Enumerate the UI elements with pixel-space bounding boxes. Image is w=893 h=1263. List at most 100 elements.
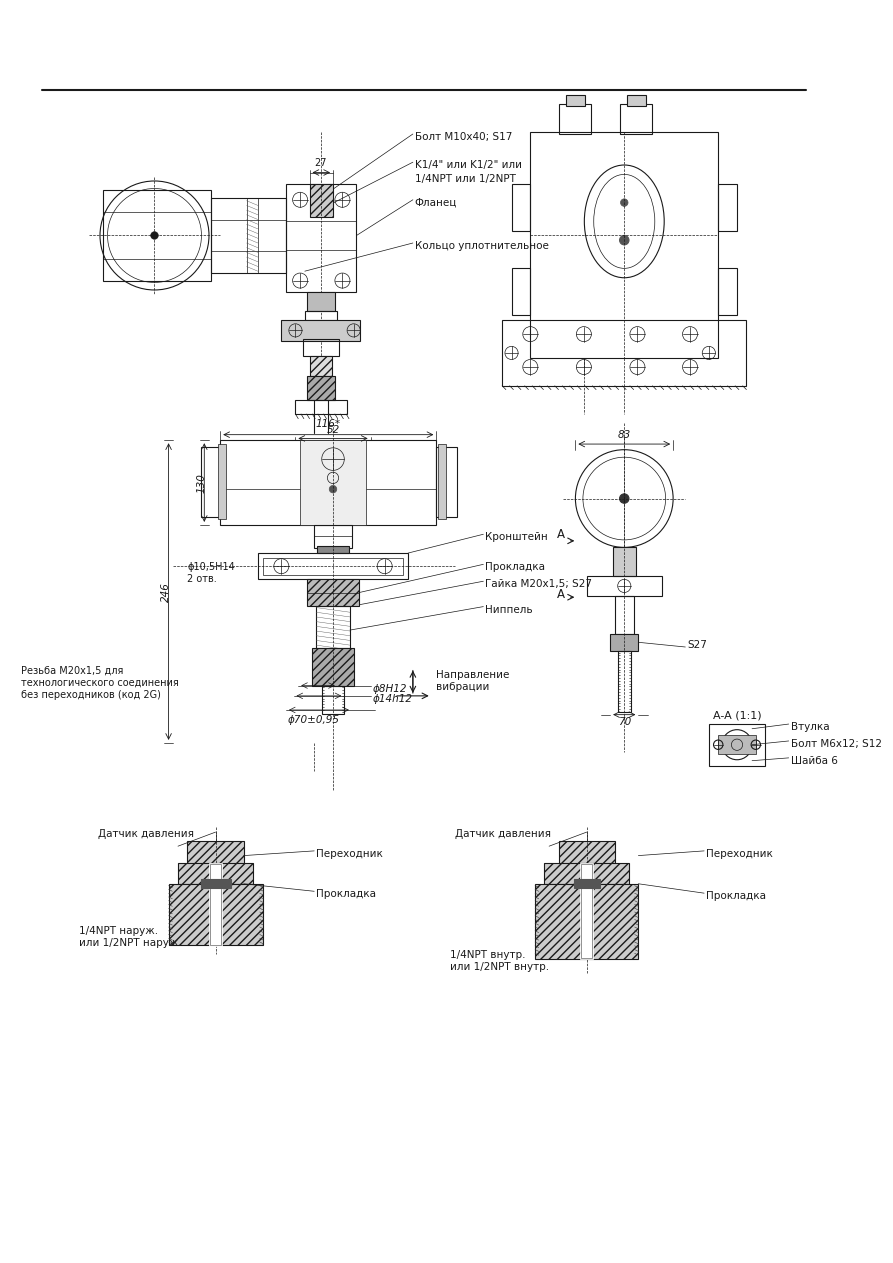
Bar bbox=[314, 525, 352, 548]
Text: 1/4NPT внутр.: 1/4NPT внутр. bbox=[450, 950, 526, 960]
Bar bbox=[317, 546, 349, 553]
Text: Болт М6х12; S12: Болт М6х12; S12 bbox=[790, 739, 881, 749]
Bar bbox=[310, 356, 332, 376]
Text: Прокладка: Прокладка bbox=[316, 889, 376, 899]
Bar bbox=[210, 864, 221, 945]
Bar bbox=[219, 445, 226, 519]
Bar bbox=[620, 104, 653, 134]
Bar bbox=[303, 338, 338, 356]
Text: или 1/2NPT наруж.: или 1/2NPT наруж. bbox=[79, 938, 182, 949]
Text: Шайба 6: Шайба 6 bbox=[790, 757, 838, 765]
Text: 70: 70 bbox=[618, 716, 630, 726]
Text: вибрации: вибрации bbox=[437, 682, 489, 692]
Bar bbox=[512, 184, 530, 231]
Bar bbox=[316, 606, 350, 648]
Bar bbox=[438, 445, 446, 519]
Text: K1/4" или K1/2" или: K1/4" или K1/2" или bbox=[414, 160, 522, 171]
Bar bbox=[535, 884, 638, 959]
Bar bbox=[530, 133, 718, 357]
Bar bbox=[169, 884, 263, 945]
Circle shape bbox=[330, 485, 337, 493]
Text: 27: 27 bbox=[314, 158, 327, 168]
Bar bbox=[286, 184, 356, 292]
Bar bbox=[613, 547, 636, 576]
Bar bbox=[502, 320, 747, 385]
Bar bbox=[580, 863, 593, 959]
Bar bbox=[310, 184, 333, 217]
Bar bbox=[188, 841, 244, 865]
Bar bbox=[300, 441, 366, 525]
Text: ϕ10,5H14: ϕ10,5H14 bbox=[188, 562, 235, 572]
Bar bbox=[178, 863, 253, 884]
Text: 1/4NPT или 1/2NPT: 1/4NPT или 1/2NPT bbox=[414, 174, 515, 184]
Text: Кольцо уплотнительное: Кольцо уплотнительное bbox=[414, 241, 548, 251]
Circle shape bbox=[620, 235, 629, 245]
Text: Прокладка: Прокладка bbox=[485, 562, 546, 572]
Bar bbox=[437, 447, 457, 518]
Text: Прокладка: Прокладка bbox=[706, 892, 766, 902]
Text: технологического соединения: технологического соединения bbox=[21, 678, 179, 688]
Text: 1/4NPT наруж.: 1/4NPT наруж. bbox=[79, 926, 158, 936]
Text: 246: 246 bbox=[161, 582, 171, 601]
Text: Резьба М20х1,5 для: Резьба М20х1,5 для bbox=[21, 666, 123, 676]
Text: Кронштейн: Кронштейн bbox=[485, 533, 548, 542]
Bar bbox=[305, 311, 337, 320]
Text: Втулка: Втулка bbox=[790, 722, 830, 733]
Bar bbox=[306, 292, 335, 311]
Bar bbox=[306, 580, 359, 606]
Text: A: A bbox=[557, 528, 565, 541]
Bar bbox=[718, 184, 737, 231]
Text: без переходников (код 2G): без переходников (код 2G) bbox=[21, 690, 161, 700]
Text: или 1/2NPT внутр.: или 1/2NPT внутр. bbox=[450, 961, 549, 971]
Text: Болт M10x40; S17: Болт M10x40; S17 bbox=[414, 133, 512, 143]
Circle shape bbox=[621, 198, 628, 206]
Text: Гайка М20х1,5; S27: Гайка М20х1,5; S27 bbox=[485, 580, 592, 590]
Bar bbox=[512, 268, 530, 316]
Text: 116*: 116* bbox=[316, 419, 341, 429]
Bar bbox=[558, 841, 615, 865]
Bar bbox=[545, 863, 629, 884]
Bar bbox=[202, 447, 222, 518]
Bar bbox=[709, 724, 765, 767]
Text: ϕ70±0,95: ϕ70±0,95 bbox=[288, 715, 340, 725]
Bar bbox=[209, 863, 222, 946]
Text: 130: 130 bbox=[196, 472, 206, 493]
Text: S27: S27 bbox=[688, 640, 707, 650]
Bar bbox=[281, 320, 360, 341]
Bar bbox=[313, 648, 354, 686]
Text: ϕ14h12: ϕ14h12 bbox=[372, 693, 413, 703]
Text: Ниппель: Ниппель bbox=[485, 605, 533, 615]
Bar bbox=[263, 558, 404, 575]
Bar bbox=[321, 686, 345, 714]
Bar bbox=[610, 634, 638, 650]
Bar bbox=[587, 576, 662, 596]
Bar bbox=[618, 650, 630, 712]
Text: 52: 52 bbox=[326, 424, 339, 434]
Bar bbox=[103, 191, 211, 280]
Text: Переходник: Переходник bbox=[316, 849, 383, 859]
Bar bbox=[201, 879, 230, 888]
Text: ϕ8H12: ϕ8H12 bbox=[372, 683, 407, 693]
Bar bbox=[258, 553, 408, 580]
Bar bbox=[296, 400, 347, 414]
Bar bbox=[718, 268, 737, 316]
Circle shape bbox=[620, 494, 629, 503]
Text: Датчик давления: Датчик давления bbox=[98, 829, 194, 839]
Bar bbox=[581, 864, 592, 959]
Bar bbox=[221, 441, 437, 525]
Circle shape bbox=[151, 231, 158, 239]
Bar bbox=[627, 95, 646, 106]
Bar bbox=[306, 376, 335, 400]
Text: 83: 83 bbox=[618, 431, 630, 441]
Text: Переходник: Переходник bbox=[706, 849, 772, 859]
Text: A: A bbox=[557, 587, 565, 601]
Text: Фланец: Фланец bbox=[414, 198, 457, 208]
Text: Датчик давления: Датчик давления bbox=[455, 829, 551, 839]
Text: A-A (1:1): A-A (1:1) bbox=[713, 711, 762, 721]
Bar bbox=[573, 879, 600, 888]
Bar bbox=[566, 95, 585, 106]
Bar bbox=[211, 198, 286, 273]
Bar bbox=[558, 104, 591, 134]
Bar bbox=[615, 596, 634, 634]
Text: Направление: Направление bbox=[437, 669, 510, 679]
